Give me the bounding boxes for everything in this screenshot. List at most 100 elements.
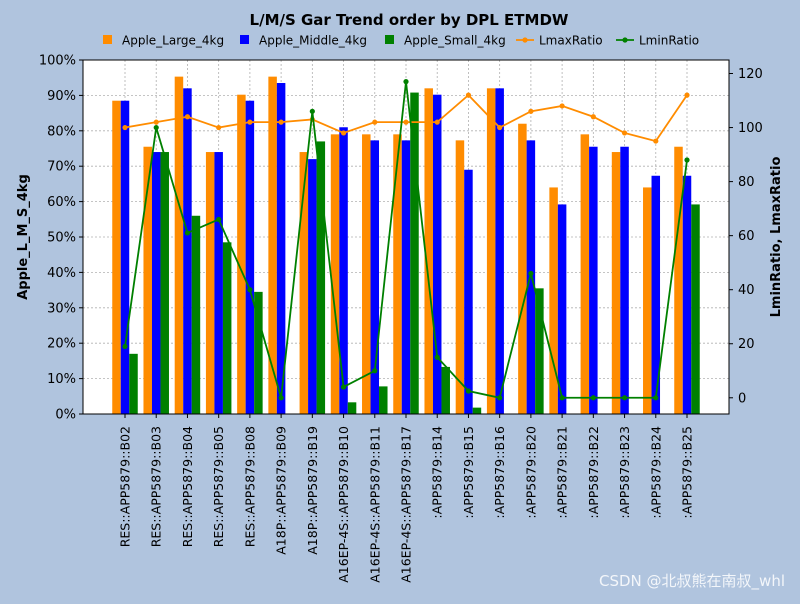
y2-tick-label: 20 bbox=[738, 337, 755, 352]
y-tick-label: 70% bbox=[47, 160, 76, 175]
line-point bbox=[278, 395, 284, 401]
x-tick-label: :APP5879::B15 bbox=[461, 426, 476, 519]
line-point bbox=[216, 216, 222, 223]
legend-label: Apple_Small_4kg bbox=[404, 34, 506, 48]
legend: Apple_Large_4kg Apple_Middle_4kg Apple_Sma… bbox=[103, 34, 699, 48]
bar bbox=[486, 88, 496, 414]
line-point bbox=[590, 114, 596, 120]
bar bbox=[682, 175, 692, 414]
line-point bbox=[122, 124, 128, 131]
y-tick-label: 20% bbox=[47, 337, 76, 352]
x-tick-label: :APP5879::B21 bbox=[555, 426, 570, 519]
bar bbox=[557, 204, 567, 414]
bar bbox=[191, 215, 201, 414]
x-axis: RES::APP5879::B02 RES::APP5879::B03 RES::A… bbox=[118, 414, 695, 583]
bar bbox=[535, 288, 544, 414]
line-point bbox=[621, 395, 628, 401]
y-tick-label: 0% bbox=[55, 408, 76, 423]
x-tick-label: :APP5879::B23 bbox=[617, 426, 632, 519]
y2-tick-label: 100 bbox=[738, 121, 763, 136]
line-point bbox=[403, 119, 409, 125]
line-point bbox=[465, 92, 472, 98]
bars bbox=[112, 76, 700, 415]
x-tick-label: RES::APP5879::B08 bbox=[242, 426, 257, 547]
chart-title: L/M/S Gar Trend order by DPL ETMDW bbox=[250, 11, 569, 29]
line-point bbox=[278, 119, 284, 125]
line-point bbox=[153, 124, 159, 131]
bar bbox=[424, 88, 433, 414]
line-point bbox=[434, 119, 440, 125]
x-tick-label: :APP5879::B22 bbox=[586, 426, 601, 519]
legend-swatch bbox=[103, 35, 112, 44]
bar bbox=[370, 140, 380, 414]
bar bbox=[183, 88, 192, 414]
bar bbox=[299, 152, 309, 415]
bar bbox=[651, 175, 661, 414]
bar bbox=[441, 366, 450, 414]
bar bbox=[518, 123, 527, 414]
line-point bbox=[684, 157, 690, 163]
bar bbox=[347, 402, 357, 414]
line-point bbox=[247, 287, 253, 293]
bar bbox=[160, 152, 169, 415]
bar bbox=[495, 88, 504, 414]
legend-label: LminRatio bbox=[639, 34, 699, 48]
x-tick-label: :APP5879::B25 bbox=[680, 426, 695, 519]
bar bbox=[112, 100, 121, 415]
x-tick-label: RES::APP5879::B04 bbox=[180, 426, 195, 547]
line-point bbox=[653, 395, 659, 401]
y-axis-label: Apple_L_M_S_4kg bbox=[16, 174, 31, 300]
x-tick-label: RES::APP5879::B05 bbox=[211, 426, 226, 547]
bar bbox=[276, 83, 286, 414]
bar bbox=[691, 204, 700, 414]
y-axis: 0% 10% 20% 30% 40% 50% 60% 70% 80% 90% 100% bbox=[39, 54, 83, 423]
legend-swatch bbox=[385, 35, 394, 44]
legend-marker bbox=[522, 37, 528, 43]
x-tick-label: :APP5879::B14 bbox=[430, 426, 445, 519]
y2-tick-label: 80 bbox=[738, 175, 755, 190]
bar bbox=[589, 146, 598, 415]
bar bbox=[611, 152, 621, 415]
line-point bbox=[372, 368, 378, 374]
legend-marker bbox=[622, 37, 628, 43]
x-tick-label: RES::APP5879::B02 bbox=[118, 426, 133, 547]
bar bbox=[526, 140, 536, 414]
line-point bbox=[184, 114, 191, 120]
line-point bbox=[340, 130, 347, 136]
y-tick-label: 40% bbox=[47, 266, 76, 281]
bar bbox=[379, 386, 388, 414]
bar bbox=[393, 134, 402, 414]
line-point bbox=[247, 119, 253, 125]
line-point bbox=[653, 138, 659, 144]
y2-axis: 0 20 40 60 80 100 120 bbox=[729, 67, 763, 406]
x-tick-label: A16EP-4S::APP5879::B17 bbox=[399, 426, 414, 583]
x-tick-label: :APP5879::B24 bbox=[648, 426, 663, 519]
line-point bbox=[372, 119, 378, 125]
bar bbox=[120, 100, 130, 415]
bar bbox=[245, 100, 255, 415]
y-tick-label: 30% bbox=[47, 301, 76, 316]
x-tick-label: RES::APP5879::B03 bbox=[149, 426, 164, 547]
lines bbox=[122, 79, 690, 401]
bar bbox=[129, 353, 138, 414]
y-tick-label: 50% bbox=[47, 231, 76, 246]
bar bbox=[143, 146, 152, 415]
bar bbox=[464, 169, 473, 414]
bar bbox=[205, 152, 215, 415]
line-point bbox=[122, 343, 128, 350]
bar bbox=[580, 134, 590, 414]
y2-tick-label: 60 bbox=[738, 229, 755, 244]
bar bbox=[214, 152, 223, 415]
y-tick-label: 100% bbox=[39, 54, 76, 69]
line-point bbox=[528, 270, 534, 277]
line-point bbox=[340, 384, 347, 390]
bar bbox=[330, 134, 340, 414]
y-tick-label: 80% bbox=[47, 124, 76, 139]
legend-label: LmaxRatio bbox=[539, 34, 603, 48]
legend-label: Apple_Middle_4kg bbox=[259, 34, 367, 48]
legend-swatch bbox=[240, 35, 249, 44]
x-tick-label: A18P::APP5879::B09 bbox=[274, 426, 289, 555]
line-point bbox=[590, 395, 596, 401]
